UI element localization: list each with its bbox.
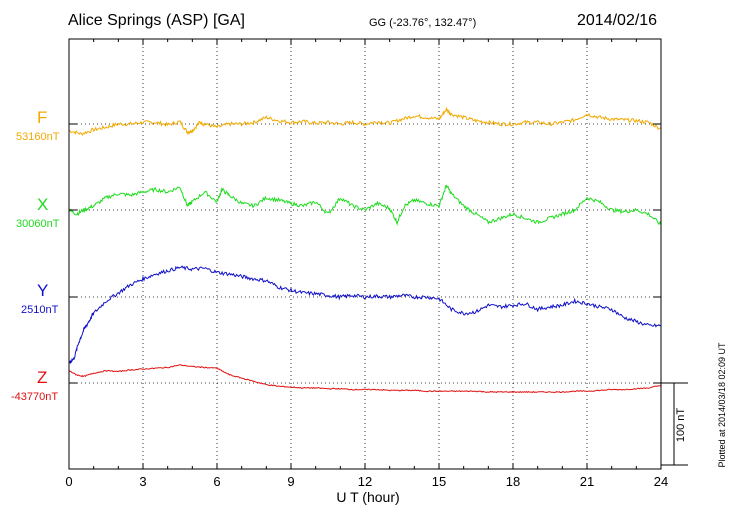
series-baseline-x: 30060nT [16, 218, 60, 230]
station-title: Alice Springs (ASP) [GA] [68, 12, 245, 29]
series-name-x: X [37, 195, 49, 214]
axis-ticks [68, 39, 662, 469]
x-tick-label: 3 [139, 474, 147, 489]
x-tick-label: 24 [653, 474, 669, 489]
series-baseline-f: 53160nT [16, 131, 60, 143]
x-tick-label: 6 [213, 474, 221, 489]
series-name-z: Z [37, 368, 48, 387]
series-line-x [68, 184, 662, 226]
coordinates-label: GG (-23.76°, 132.47°) [369, 17, 477, 29]
x-tick-label: 9 [287, 474, 295, 489]
x-tick-label: 12 [357, 474, 373, 489]
series-line-z [68, 364, 662, 394]
series-line-y [68, 265, 661, 365]
series-layer [68, 106, 662, 394]
x-tick-label: 0 [65, 474, 73, 489]
series-line-f [69, 106, 662, 136]
scale-bar [661, 382, 688, 466]
x-tick-label: 21 [579, 474, 595, 489]
x-tick-label: 18 [505, 474, 521, 489]
x-tick-label: 15 [431, 474, 447, 489]
chart-grid [69, 39, 661, 469]
series-name-f: F [37, 108, 48, 127]
date-label: 2014/02/16 [577, 12, 658, 29]
series-baseline-y: 2510nT [21, 304, 59, 316]
x-axis-label: U T (hour) [336, 489, 400, 505]
series-baseline-z: -43770nT [11, 391, 59, 403]
series-name-y: Y [37, 281, 49, 300]
